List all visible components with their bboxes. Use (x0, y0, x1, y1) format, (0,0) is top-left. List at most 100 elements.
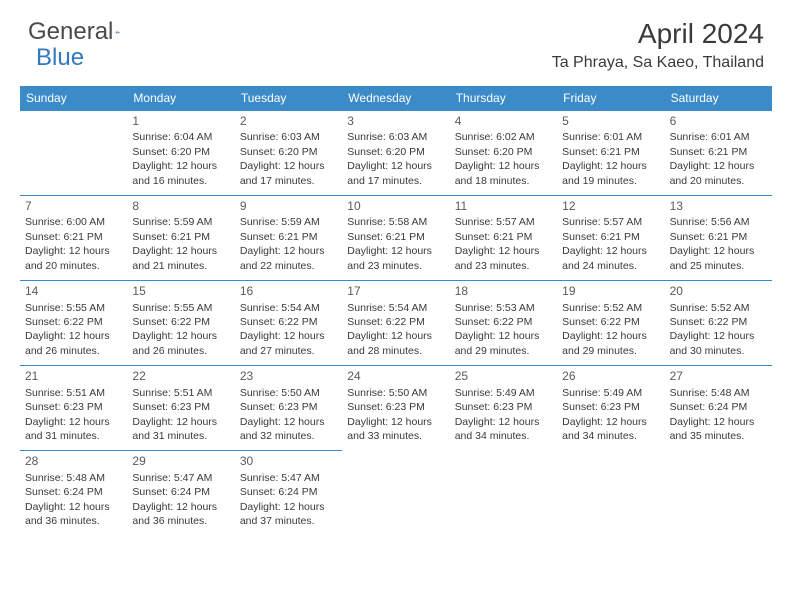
sunrise-label: Sunrise: 5:54 AM (347, 302, 444, 315)
sunset-label: Sunset: 6:22 PM (240, 316, 337, 329)
daylight-label-2: and 29 minutes. (455, 345, 552, 358)
sunset-label: Sunset: 6:21 PM (240, 231, 337, 244)
daylight-label-1: Daylight: 12 hours (562, 330, 659, 343)
daylight-label-2: and 19 minutes. (562, 175, 659, 188)
location-label: Ta Phraya, Sa Kaeo, Thailand (552, 54, 764, 72)
sunset-label: Sunset: 6:23 PM (132, 401, 229, 414)
sunrise-label: Sunrise: 6:01 AM (562, 131, 659, 144)
sunrise-label: Sunrise: 5:51 AM (25, 387, 122, 400)
sunset-label: Sunset: 6:22 PM (562, 316, 659, 329)
sunrise-label: Sunrise: 5:47 AM (132, 472, 229, 485)
sunset-label: Sunset: 6:21 PM (670, 231, 767, 244)
day-number: 17 (347, 284, 444, 299)
daylight-label-2: and 20 minutes. (25, 260, 122, 273)
daylight-label-2: and 35 minutes. (670, 430, 767, 443)
sunrise-label: Sunrise: 5:50 AM (347, 387, 444, 400)
daylight-label-2: and 27 minutes. (240, 345, 337, 358)
sunset-label: Sunset: 6:20 PM (132, 146, 229, 159)
sunset-label: Sunset: 6:24 PM (240, 486, 337, 499)
day-cell-1: 1Sunrise: 6:04 AMSunset: 6:20 PMDaylight… (127, 110, 234, 195)
day-info: Sunrise: 5:59 AMSunset: 6:21 PMDaylight:… (132, 216, 229, 273)
daylight-label-1: Daylight: 12 hours (25, 416, 122, 429)
day-number: 24 (347, 369, 444, 384)
day-info: Sunrise: 5:49 AMSunset: 6:23 PMDaylight:… (562, 387, 659, 444)
day-cell-7: 7Sunrise: 6:00 AMSunset: 6:21 PMDaylight… (20, 195, 127, 280)
day-info: Sunrise: 5:51 AMSunset: 6:23 PMDaylight:… (132, 387, 229, 444)
daylight-label-2: and 29 minutes. (562, 345, 659, 358)
day-cell-6: 6 Sunrise: 6:01 AMSunset: 6:21 PMDaylight… (665, 110, 772, 195)
sunset-label: Sunset: 6:23 PM (455, 401, 552, 414)
day-info: Sunrise: 5:53 AMSunset: 6:22 PMDaylight:… (455, 302, 552, 359)
daylight-label-1: Daylight: 12 hours (347, 416, 444, 429)
calendar-weekday-header: SundayMondayTuesdayWednesdayThursdayFrid… (20, 86, 772, 110)
day-cell-17: 17 Sunrise: 5:54 AMSunset: 6:22 PMDayligh… (342, 280, 449, 365)
day-number: 27 (670, 369, 767, 384)
sunset-label: Sunset: 6:22 PM (670, 316, 767, 329)
day-info: Sunrise: 5:47 AMSunset: 6:24 PM Daylight:… (240, 472, 337, 529)
day-info: Sunrise: 5:58 AMSunset: 6:21 PMDaylight:… (347, 216, 444, 273)
day-info: Sunrise: 5:54 AMSunset: 6:22 PMDaylight:… (347, 302, 444, 359)
day-info: Sunrise: 6:03 AMSunset: 6:20 PMDaylight:… (347, 131, 444, 188)
daylight-label-2: and 23 minutes. (347, 260, 444, 273)
day-number: 19 (562, 284, 659, 299)
daylight-label-2: and 18 minutes. (455, 175, 552, 188)
daylight-label-1: Daylight: 12 hours (347, 245, 444, 258)
day-info: Sunrise: 5:56 AMSunset: 6:21 PMDaylight:… (670, 216, 767, 273)
day-info: Sunrise: 5:52 AMSunset: 6:22 PMDaylight:… (670, 302, 767, 359)
daylight-label-1: Daylight: 12 hours (132, 501, 229, 514)
day-number: 16 (240, 284, 337, 299)
daylight-label-1: Daylight: 12 hours (670, 416, 767, 429)
daylight-label-2: and 34 minutes. (562, 430, 659, 443)
day-cell-27: 27 Sunrise: 5:48 AMSunset: 6:24 PMDayligh… (665, 365, 772, 450)
logo-text-blue: Blue (36, 44, 84, 72)
sunset-label: Sunset: 6:21 PM (562, 146, 659, 159)
daylight-label-1: Daylight: 12 hours (240, 501, 337, 514)
day-number: 6 (670, 114, 767, 129)
day-number: 30 (240, 454, 337, 469)
day-info: Sunrise: 5:48 AMSunset: 6:24 PMDaylight:… (670, 387, 767, 444)
day-cell-23: 23Sunrise: 5:50 AMSunset: 6:23 PMDayligh… (235, 365, 342, 450)
day-cell-3: 3Sunrise: 6:03 AMSunset: 6:20 PMDaylight… (342, 110, 449, 195)
day-cell-9: 9Sunrise: 5:59 AMSunset: 6:21 PMDaylight… (235, 195, 342, 280)
day-info: Sunrise: 5:50 AMSunset: 6:23 PMDaylight:… (347, 387, 444, 444)
sunrise-label: Sunrise: 5:47 AM (240, 472, 337, 485)
sunset-label: Sunset: 6:23 PM (240, 401, 337, 414)
day-number: 13 (670, 199, 767, 214)
day-info: Sunrise: 6:04 AMSunset: 6:20 PMDaylight:… (132, 131, 229, 188)
sunrise-label: Sunrise: 5:59 AM (132, 216, 229, 229)
day-info: Sunrise: 6:01 AMSunset: 6:21 PMDaylight:… (670, 131, 767, 188)
daylight-label-2: and 20 minutes. (670, 175, 767, 188)
day-cell-25: 25Sunrise: 5:49 AMSunset: 6:23 PMDayligh… (450, 365, 557, 450)
day-info: Sunrise: 5:57 AMSunset: 6:21 PMDaylight:… (562, 216, 659, 273)
daylight-label-2: and 36 minutes. (132, 515, 229, 528)
day-number: 25 (455, 369, 552, 384)
day-number: 1 (132, 114, 229, 129)
logo-text-general: General (28, 18, 113, 46)
day-cell-4: 4Sunrise: 6:02 AMSunset: 6:20 PMDaylight… (450, 110, 557, 195)
day-info: Sunrise: 5:50 AMSunset: 6:23 PMDaylight:… (240, 387, 337, 444)
day-info: Sunrise: 6:01 AMSunset: 6:21 PMDaylight:… (562, 131, 659, 188)
daylight-label-1: Daylight: 12 hours (25, 501, 122, 514)
sunrise-label: Sunrise: 5:59 AM (240, 216, 337, 229)
empty-cell (450, 450, 557, 535)
sunrise-label: Sunrise: 5:48 AM (670, 387, 767, 400)
weekday-tuesday: Tuesday (235, 86, 342, 110)
daylight-label-2: and 33 minutes. (347, 430, 444, 443)
day-cell-19: 19Sunrise: 5:52 AMSunset: 6:22 PMDayligh… (557, 280, 664, 365)
daylight-label-1: Daylight: 12 hours (347, 160, 444, 173)
sunrise-label: Sunrise: 5:57 AM (562, 216, 659, 229)
sunrise-label: Sunrise: 6:04 AM (132, 131, 229, 144)
daylight-label-1: Daylight: 12 hours (670, 160, 767, 173)
daylight-label-1: Daylight: 12 hours (670, 245, 767, 258)
day-cell-2: 2Sunrise: 6:03 AMSunset: 6:20 PMDaylight… (235, 110, 342, 195)
sunset-label: Sunset: 6:21 PM (562, 231, 659, 244)
daylight-label-1: Daylight: 12 hours (240, 330, 337, 343)
day-number: 11 (455, 199, 552, 214)
daylight-label-2: and 31 minutes. (132, 430, 229, 443)
day-number: 9 (240, 199, 337, 214)
daylight-label-1: Daylight: 12 hours (132, 245, 229, 258)
weekday-friday: Friday (557, 86, 664, 110)
daylight-label-2: and 26 minutes. (132, 345, 229, 358)
day-cell-26: 26Sunrise: 5:49 AMSunset: 6:23 PMDayligh… (557, 365, 664, 450)
logo: General (28, 18, 143, 46)
